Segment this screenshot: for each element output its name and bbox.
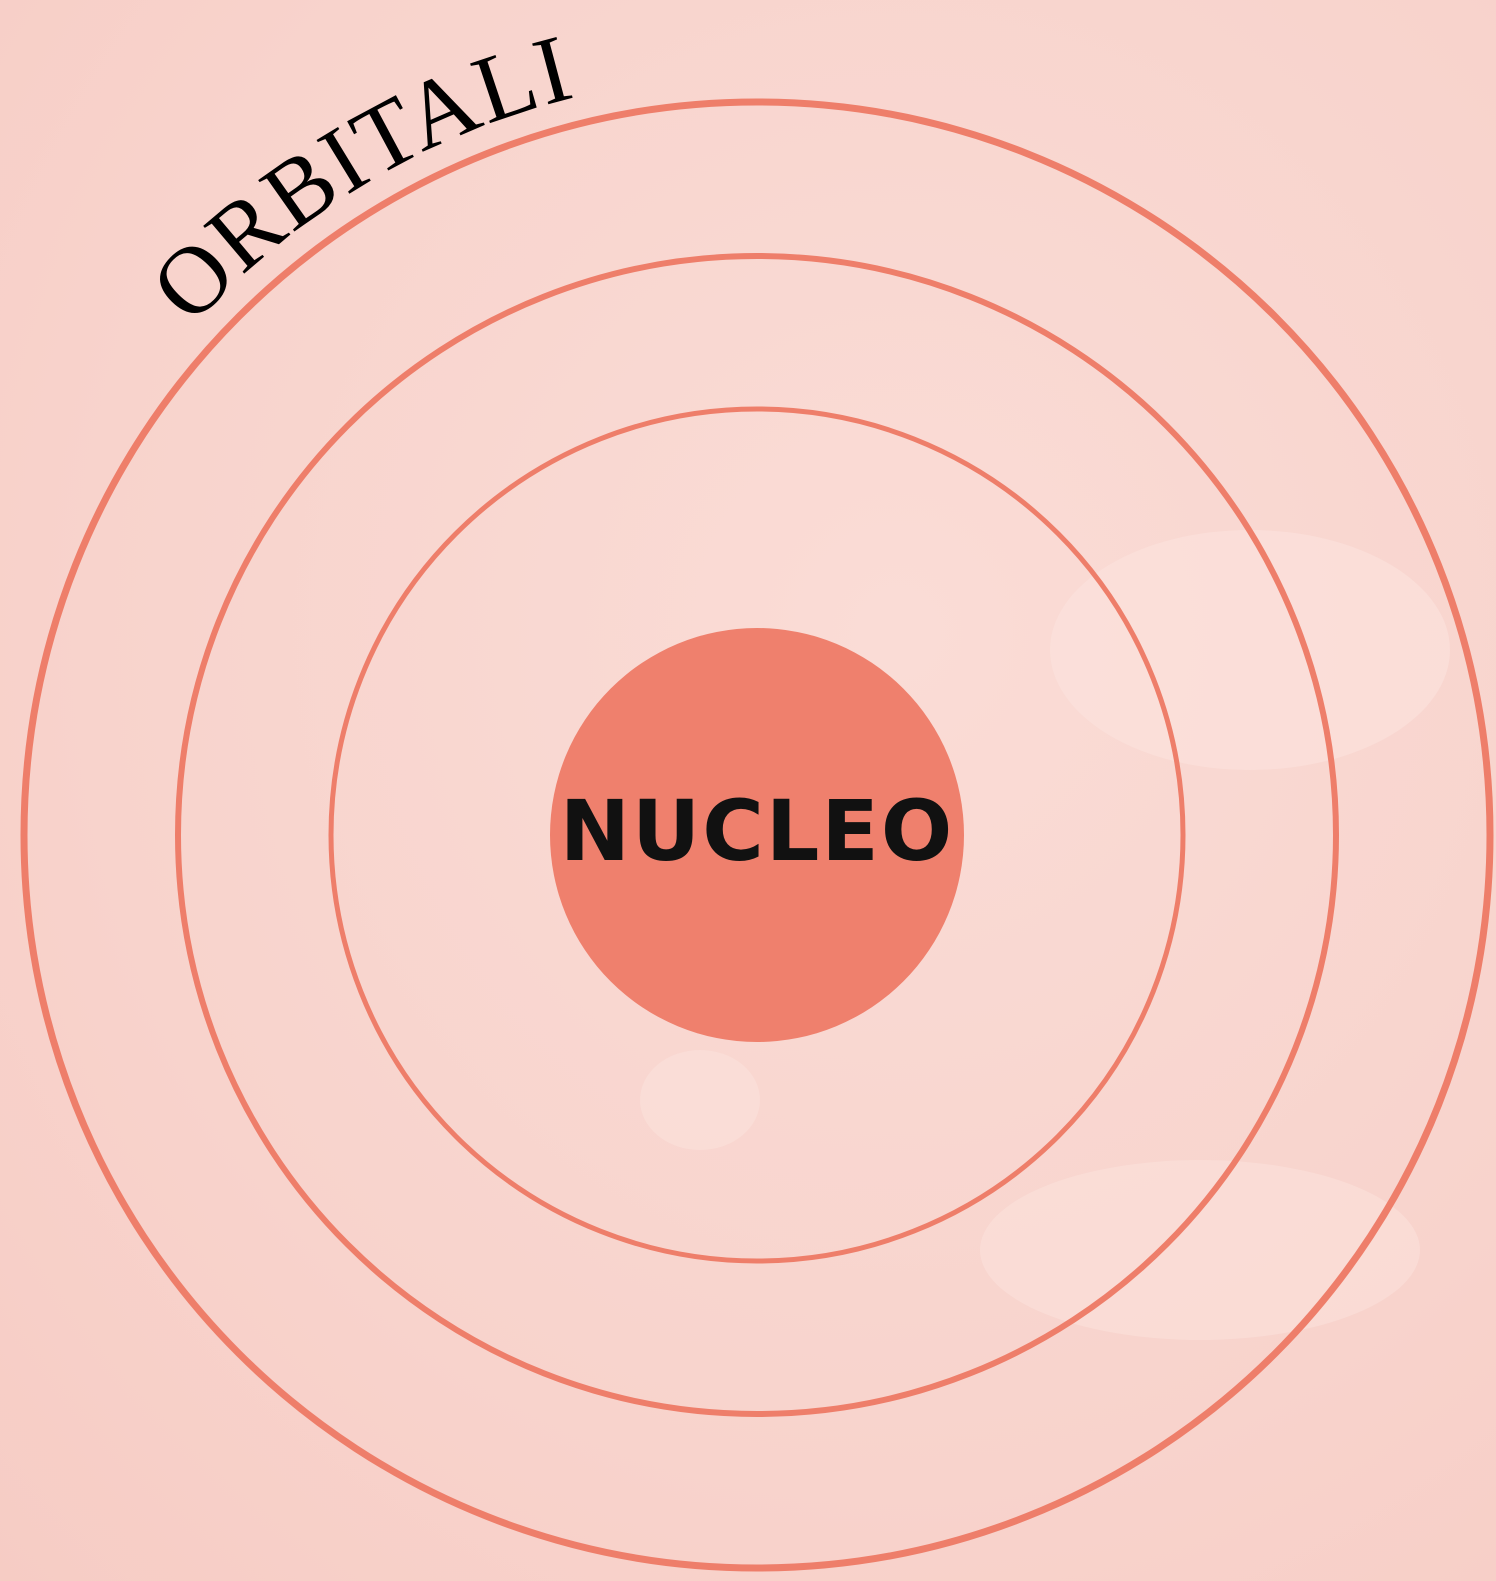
- outer-orbit: [20, 98, 1494, 1572]
- nucleus-label: NUCLEO: [560, 782, 954, 880]
- inner-orbit: [328, 406, 1186, 1264]
- middle-orbit: [175, 253, 1339, 1417]
- texture-blot: [640, 1050, 760, 1150]
- texture-blot: [1050, 530, 1450, 770]
- nucleus: [550, 628, 964, 1042]
- texture-blot: [980, 1160, 1420, 1340]
